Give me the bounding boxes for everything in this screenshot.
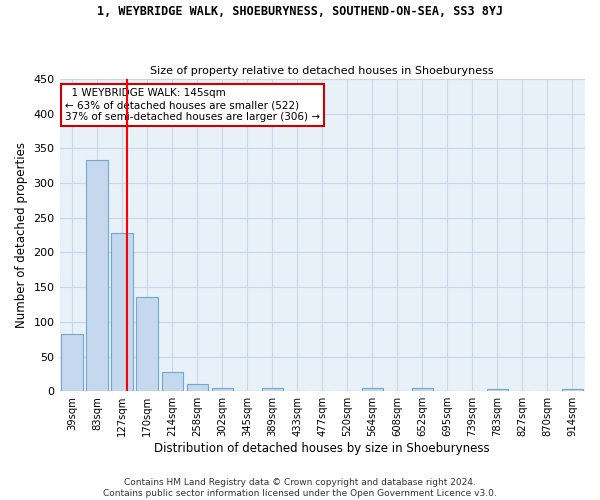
- Bar: [112, 233, 133, 391]
- Bar: [187, 384, 208, 391]
- Bar: [61, 334, 83, 391]
- Title: Size of property relative to detached houses in Shoeburyness: Size of property relative to detached ho…: [151, 66, 494, 76]
- Y-axis label: Number of detached properties: Number of detached properties: [15, 142, 28, 328]
- X-axis label: Distribution of detached houses by size in Shoeburyness: Distribution of detached houses by size …: [154, 442, 490, 455]
- Bar: [562, 389, 583, 391]
- Bar: [487, 389, 508, 391]
- Text: Contains HM Land Registry data © Crown copyright and database right 2024.
Contai: Contains HM Land Registry data © Crown c…: [103, 478, 497, 498]
- Bar: [161, 372, 183, 391]
- Bar: [212, 388, 233, 391]
- Bar: [136, 297, 158, 391]
- Text: 1, WEYBRIDGE WALK, SHOEBURYNESS, SOUTHEND-ON-SEA, SS3 8YJ: 1, WEYBRIDGE WALK, SHOEBURYNESS, SOUTHEN…: [97, 5, 503, 18]
- Bar: [412, 388, 433, 391]
- Bar: [362, 388, 383, 391]
- Text: 1 WEYBRIDGE WALK: 145sqm  
← 63% of detached houses are smaller (522)
37% of sem: 1 WEYBRIDGE WALK: 145sqm ← 63% of detach…: [65, 88, 320, 122]
- Bar: [86, 160, 108, 391]
- Bar: [262, 388, 283, 391]
